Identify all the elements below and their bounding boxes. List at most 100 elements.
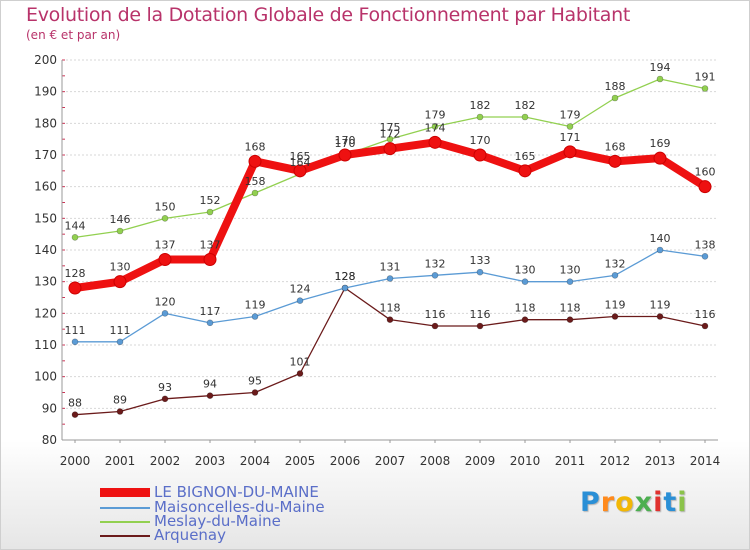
y-tick-label: 100 [34,370,57,384]
data-label: 188 [605,80,626,93]
data-point [656,75,664,83]
data-label: 111 [65,324,86,337]
data-label: 172 [380,128,401,141]
legend-swatch-meslay [100,521,150,523]
data-label: 128 [65,267,86,280]
y-tick-label: 150 [34,211,57,225]
data-point [566,278,574,285]
x-tick-label: 2001 [105,454,136,468]
data-point [293,164,307,178]
data-point [206,208,214,216]
data-point [521,278,529,285]
data-label: 174 [425,121,446,134]
data-point [251,389,259,396]
data-label: 194 [650,61,671,74]
data-point [701,322,709,330]
data-label: 119 [605,299,626,312]
data-point [653,151,667,165]
x-tick-label: 2010 [510,454,541,468]
data-label: 116 [695,308,716,321]
data-label: 168 [245,140,266,153]
legend-label-maisoncelles: Maisoncelles-du-Maine [154,498,325,516]
data-label: 128 [335,270,356,283]
data-label: 165 [515,150,536,163]
data-label: 120 [155,295,176,308]
data-point [473,148,487,162]
data-label: 118 [380,302,401,315]
legend-label-le-bignon: LE BIGNON-DU-MAINE [154,483,319,501]
data-label: 169 [650,137,671,150]
data-label: 130 [560,264,581,277]
data-label: 118 [560,302,581,315]
line-chart: 80 90 100 110 120 130 140 150 160 170 180 190 200 200… [34,53,720,468]
data-point [113,275,127,289]
x-tick-label: 2007 [375,454,406,468]
data-label: 119 [650,299,671,312]
y-tick-label: 200 [34,53,57,67]
legend-swatch-arquenay [100,535,150,537]
data-label: 137 [200,239,221,252]
data-point [428,135,442,149]
data-point [563,145,577,159]
data-point [566,316,574,323]
data-point [206,392,214,399]
data-point [431,123,439,130]
data-point [248,154,262,168]
data-point [386,316,394,323]
data-point [296,370,304,377]
x-tick-label: 2004 [240,454,271,468]
data-point [71,411,79,418]
data-point [203,253,217,266]
chart-title: Evolution de la Dotation Globale de Fonc… [26,4,631,26]
data-point [611,272,619,279]
data-point [296,297,304,304]
data-label: 175 [380,121,401,134]
y-tick-label: 90 [42,401,57,415]
data-label: 170 [470,134,491,147]
data-point [161,310,169,317]
y-tick-label: 190 [34,85,57,99]
data-point [656,313,664,320]
data-point [521,316,529,323]
data-point [566,123,574,130]
data-point [476,322,484,330]
data-point [611,94,619,102]
data-label: 168 [605,140,626,153]
data-label: 88 [68,397,82,410]
logo-letter: x [634,487,654,518]
data-point [161,215,169,222]
data-label: 116 [470,308,491,321]
logo-letter: o [615,487,635,518]
data-label: 95 [248,375,262,388]
data-label: 191 [695,71,716,84]
data-label: 150 [155,200,176,213]
data-label: 170 [335,137,356,150]
data-label: 116 [425,308,446,321]
y-tick-label: 80 [42,433,57,447]
data-label: 165 [290,150,311,163]
data-label: 170 [335,134,356,147]
data-label: 137 [155,239,176,252]
y-tick-label: 180 [34,116,57,130]
data-label: 89 [113,394,127,407]
y-tick-label: 110 [34,338,57,352]
data-point [251,313,259,320]
y-tick-label: 120 [34,306,57,320]
data-label: 119 [245,299,266,312]
data-label: 138 [695,238,716,251]
data-label: 152 [200,194,221,207]
data-point [161,395,169,403]
y-tick-label: 140 [34,243,57,257]
x-tick-label: 2008 [420,454,451,468]
data-label: 133 [470,254,491,267]
data-point [518,164,532,178]
data-point [386,275,394,282]
data-label: 118 [515,302,536,315]
data-point [71,234,79,241]
x-tick-label: 2002 [150,454,181,468]
data-point [116,227,124,235]
data-point [476,113,484,121]
data-point [158,253,172,266]
data-point [608,154,622,168]
data-label: 140 [650,232,671,245]
